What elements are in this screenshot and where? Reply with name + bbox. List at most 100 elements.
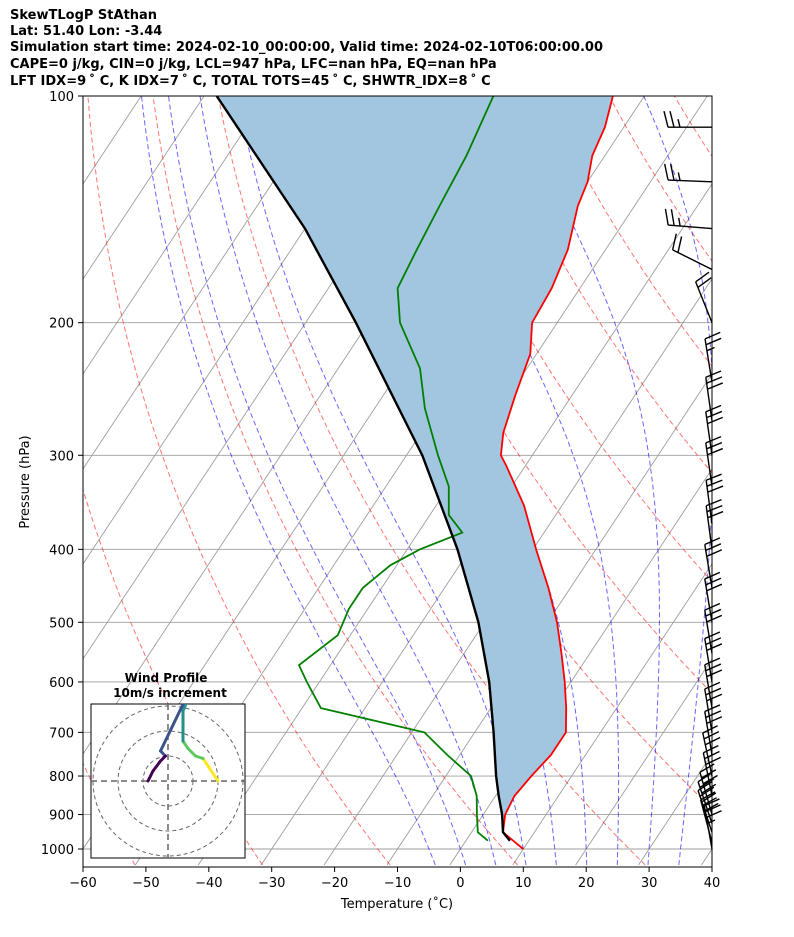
wind-barb-flag bbox=[663, 163, 669, 181]
wind-barb-half-flag bbox=[677, 118, 681, 128]
wind-barb-flag bbox=[704, 537, 721, 546]
wind-barb-flag bbox=[703, 730, 720, 740]
wind-barb bbox=[705, 404, 724, 456]
inset-subtitle: 10m/s increment bbox=[113, 686, 227, 700]
wind-barb-flag bbox=[704, 331, 721, 340]
wind-barb-half-flag bbox=[677, 172, 681, 181]
wind-barb-flag bbox=[705, 710, 722, 719]
wind-barb-staff bbox=[704, 711, 713, 756]
time-line: Simulation start time: 2024-02-10_00:00:… bbox=[10, 40, 603, 55]
wind-barb-staff bbox=[668, 224, 713, 230]
hodograph-segment bbox=[159, 704, 185, 753]
moist-adiabat-line bbox=[513, 96, 660, 866]
wind-barb-flag bbox=[706, 583, 723, 592]
wind-barb bbox=[663, 163, 713, 183]
wind-barb-flag bbox=[705, 436, 722, 444]
wind-barb-flag bbox=[705, 337, 722, 346]
axes-layer: −60 −50 −40 −30 −20 −10 0 10 20 30 40 100 200 300 400 5… bbox=[41, 90, 720, 891]
wind-barb-flag bbox=[664, 208, 669, 226]
isotherm-line bbox=[512, 563, 712, 866]
wind-barb bbox=[704, 631, 723, 683]
location-line: Lat: 51.40 Lon: -3.44 bbox=[10, 24, 163, 39]
wind-barb-flag bbox=[695, 271, 710, 283]
x-tick-label: −60 bbox=[69, 876, 96, 891]
wind-barb-flag bbox=[697, 277, 712, 288]
wind-barb-flag bbox=[706, 669, 723, 678]
dewpoint-line bbox=[297, 96, 495, 842]
dry-adiabat-line bbox=[608, 96, 712, 262]
wind-barb-flag bbox=[697, 772, 713, 783]
wind-barb-flag bbox=[705, 499, 722, 507]
x-tick-label: −10 bbox=[384, 876, 411, 891]
isotherm-line bbox=[323, 278, 712, 866]
wind-barb-flag bbox=[705, 370, 722, 378]
moist-adiabat-line bbox=[643, 96, 712, 866]
wind-barb-flag bbox=[706, 410, 723, 419]
wind-barb-staff bbox=[705, 480, 713, 524]
y-tick-label: 800 bbox=[49, 770, 74, 785]
isotherm-line bbox=[638, 753, 712, 866]
isotherm-line bbox=[83, 96, 331, 470]
hodograph-segment bbox=[181, 739, 190, 750]
isotherm-line bbox=[575, 658, 712, 866]
wind-barb-staff bbox=[704, 544, 713, 588]
wind-barb-flag bbox=[671, 233, 677, 251]
wind-barb-flag bbox=[705, 637, 722, 646]
dry-adiabat-line bbox=[83, 487, 263, 866]
x-tick-label: −30 bbox=[258, 876, 285, 891]
wind-barb bbox=[704, 537, 723, 588]
profile-lines-layer bbox=[215, 96, 614, 850]
wind-barb-staff bbox=[705, 505, 713, 550]
wind-barb-staff bbox=[704, 688, 713, 733]
wind-barbs-layer bbox=[663, 110, 724, 850]
wind-barb-flag bbox=[677, 236, 683, 253]
wind-barb bbox=[704, 704, 723, 756]
wind-barb-flag bbox=[702, 774, 718, 785]
wind-barb bbox=[705, 436, 724, 487]
x-tick-label: −20 bbox=[321, 876, 348, 891]
wind-barb-flag bbox=[704, 750, 720, 760]
wind-barb-staff bbox=[704, 338, 713, 383]
inset-title: Wind Profile bbox=[125, 671, 208, 685]
wind-barb bbox=[699, 763, 718, 815]
moist-adiabat-line bbox=[199, 96, 497, 866]
moist-adiabat-line bbox=[415, 96, 620, 865]
dry-adiabat-line bbox=[413, 96, 712, 583]
wind-barb-staff bbox=[699, 772, 713, 815]
wind-barb bbox=[697, 772, 717, 824]
x-tick-label: 40 bbox=[704, 876, 721, 891]
y-tick-label: 700 bbox=[49, 726, 74, 741]
wind-barb-flag bbox=[704, 657, 721, 666]
wind-barb-staff bbox=[702, 752, 713, 796]
wind-barb-flag bbox=[704, 631, 721, 640]
x-tick-label: 20 bbox=[578, 876, 595, 891]
wind-barb-flag bbox=[706, 716, 723, 724]
wind-barb-flag bbox=[706, 504, 723, 513]
hodograph-segment bbox=[181, 704, 188, 713]
wind-barb-flag bbox=[669, 163, 675, 181]
isotherm-line bbox=[764, 96, 794, 865]
wind-barb-flag bbox=[705, 756, 721, 766]
wind-barb-flag bbox=[706, 643, 723, 652]
y-tick-label: 300 bbox=[49, 449, 74, 464]
y-tick-label: 100 bbox=[49, 90, 74, 105]
dry-adiabat-line bbox=[87, 96, 391, 866]
wind-barb-flag bbox=[704, 798, 720, 807]
wind-barb bbox=[664, 208, 713, 230]
chart-title: SkewTLogP StAthan bbox=[10, 8, 158, 23]
temperature-line bbox=[499, 96, 614, 850]
wind-barb-staff bbox=[699, 799, 713, 843]
wind-barb-flag bbox=[704, 736, 721, 746]
cape-cin-area bbox=[216, 96, 613, 841]
wind-barb bbox=[704, 571, 723, 623]
wind-barb-flag bbox=[705, 404, 722, 413]
moist-adiabat-line bbox=[168, 96, 467, 866]
cape-fill-layer bbox=[216, 96, 613, 841]
wind-barb-half-flag bbox=[678, 217, 681, 227]
wind-barb-half-flag bbox=[706, 346, 715, 352]
parcel-path-line bbox=[215, 96, 511, 842]
wind-barb-flag bbox=[707, 447, 724, 456]
hodograph-segment bbox=[206, 764, 215, 775]
x-axis-label: Temperature (˚C) bbox=[340, 896, 453, 912]
